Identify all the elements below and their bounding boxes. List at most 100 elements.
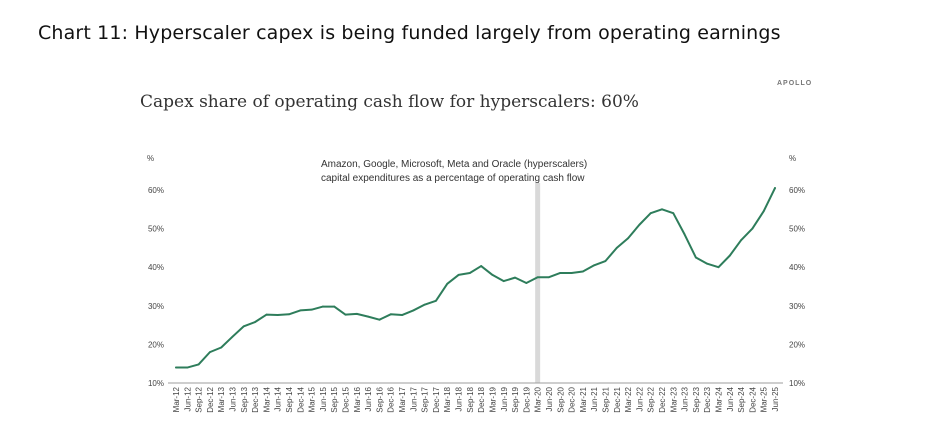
x-tick-mar-19: Mar-19 [488,386,497,412]
y-tick-left-20: 20% [148,340,164,349]
x-tick-jun-13: Jun-13 [229,386,238,411]
data-point-sep-23 [694,256,697,259]
data-point-mar-23 [672,212,675,215]
x-tick-jun-22: Jun-22 [635,386,644,411]
y-tick-right-50: 50% [789,225,805,234]
annotation-line-1: Amazon, Google, Microsoft, Meta and Orac… [321,159,587,170]
x-tick-sep-19: Sep-19 [511,386,520,412]
data-point-dec-14 [299,309,302,312]
x-tick-dec-15: Dec-15 [342,386,351,412]
x-tick-sep-13: Sep-13 [240,386,249,412]
data-point-sep-14 [288,313,290,316]
x-tick-jun-21: Jun-21 [590,386,599,411]
y-tick-left-50: 50% [148,225,164,234]
data-point-jun-23 [683,233,686,236]
data-point-jun-17 [412,309,415,312]
x-tick-mar-13: Mar-13 [217,386,226,412]
y-unit-left: % [147,154,154,163]
data-point-jun-16 [367,315,370,318]
data-point-mar-24 [717,266,720,269]
data-point-jun-13 [231,335,234,338]
data-point-sep-21 [604,260,607,262]
y-unit-right: % [789,154,796,163]
x-tick-jun-14: Jun-14 [274,386,283,411]
x-tick-jun-16: Jun-16 [364,386,373,411]
x-tick-sep-14: Sep-14 [285,386,294,412]
data-point-jun-21 [593,264,596,267]
data-point-sep-15 [333,305,336,308]
data-point-jun-14 [276,314,279,316]
x-tick-mar-12: Mar-12 [172,386,181,412]
data-point-mar-21 [581,270,584,273]
data-point-dec-16 [389,313,392,316]
data-point-mar-18 [446,282,449,285]
data-point-dec-18 [480,265,483,267]
x-tick-sep-22: Sep-22 [647,386,656,412]
data-point-dec-17 [435,299,437,302]
data-point-dec-21 [615,247,618,249]
data-point-mar-22 [627,237,629,240]
y-tick-right-20: 20% [789,340,805,349]
x-tick-mar-14: Mar-14 [262,386,271,412]
data-point-sep-24 [740,239,742,242]
data-point-sep-16 [378,318,381,321]
x-tick-mar-21: Mar-21 [579,386,588,412]
data-point-jun-24 [728,254,731,257]
x-tick-dec-13: Dec-13 [251,386,260,412]
x-tick-sep-18: Sep-18 [466,386,475,412]
data-point-dec-12 [209,351,211,354]
x-tick-mar-22: Mar-22 [624,386,633,412]
x-tick-jun-12: Jun-12 [183,386,192,411]
x-tick-sep-20: Sep-20 [556,386,565,412]
data-point-sep-13 [242,325,245,328]
data-point-mar-19 [491,274,494,276]
x-tick-jun-19: Jun-19 [500,386,509,411]
data-point-jun-18 [457,274,460,276]
data-point-sep-12 [197,363,200,366]
x-tick-dec-17: Dec-17 [432,386,441,412]
data-point-dec-13 [254,321,257,323]
x-tick-sep-16: Sep-16 [375,386,384,412]
x-tick-sep-21: Sep-21 [601,386,610,412]
data-point-sep-22 [649,212,652,215]
y-tick-left-10: 10% [148,379,164,388]
data-point-mar-13 [220,346,223,349]
x-tick-jun-25: Jun-25 [771,386,780,411]
y-tick-right-40: 40% [789,263,805,272]
data-point-jun-20 [548,276,550,279]
y-tick-left-60: 60% [148,186,164,195]
data-point-jun-22 [638,223,641,226]
x-tick-dec-18: Dec-18 [477,386,486,412]
source-watermark: APOLLO [777,80,813,87]
x-tick-dec-14: Dec-14 [296,386,305,412]
y-tick-left-30: 30% [148,302,164,311]
data-point-dec-20 [570,272,573,274]
x-tick-sep-15: Sep-15 [330,386,339,412]
data-point-jun-25 [774,187,776,189]
x-tick-jun-15: Jun-15 [319,386,328,411]
data-point-sep-19 [514,276,516,279]
y-tick-right-10: 10% [789,379,805,388]
data-point-mar-12 [175,366,177,369]
x-tick-jun-18: Jun-18 [455,386,464,411]
data-point-mar-17 [401,314,403,316]
x-tick-mar-18: Mar-18 [443,386,452,412]
x-tick-mar-20: Mar-20 [534,386,543,412]
page-heading: Chart 11: Hyperscaler capex is being fun… [38,22,781,44]
data-point-jun-12 [186,366,189,369]
x-tick-dec-22: Dec-22 [658,386,667,412]
data-point-mar-20 [536,276,539,279]
x-tick-dec-19: Dec-19 [522,386,531,412]
data-point-dec-15 [344,313,347,316]
x-tick-jun-20: Jun-20 [545,386,554,411]
y-tick-right-60: 60% [789,186,805,195]
x-tick-jun-24: Jun-24 [726,386,735,411]
x-tick-dec-20: Dec-20 [568,386,577,412]
x-tick-dec-21: Dec-21 [613,386,622,412]
data-point-sep-18 [468,272,471,274]
chart-title: Capex share of operating cash flow for h… [140,92,639,112]
x-tick-mar-25: Mar-25 [760,386,769,412]
x-tick-mar-24: Mar-24 [714,386,723,412]
x-tick-mar-17: Mar-17 [398,386,407,412]
